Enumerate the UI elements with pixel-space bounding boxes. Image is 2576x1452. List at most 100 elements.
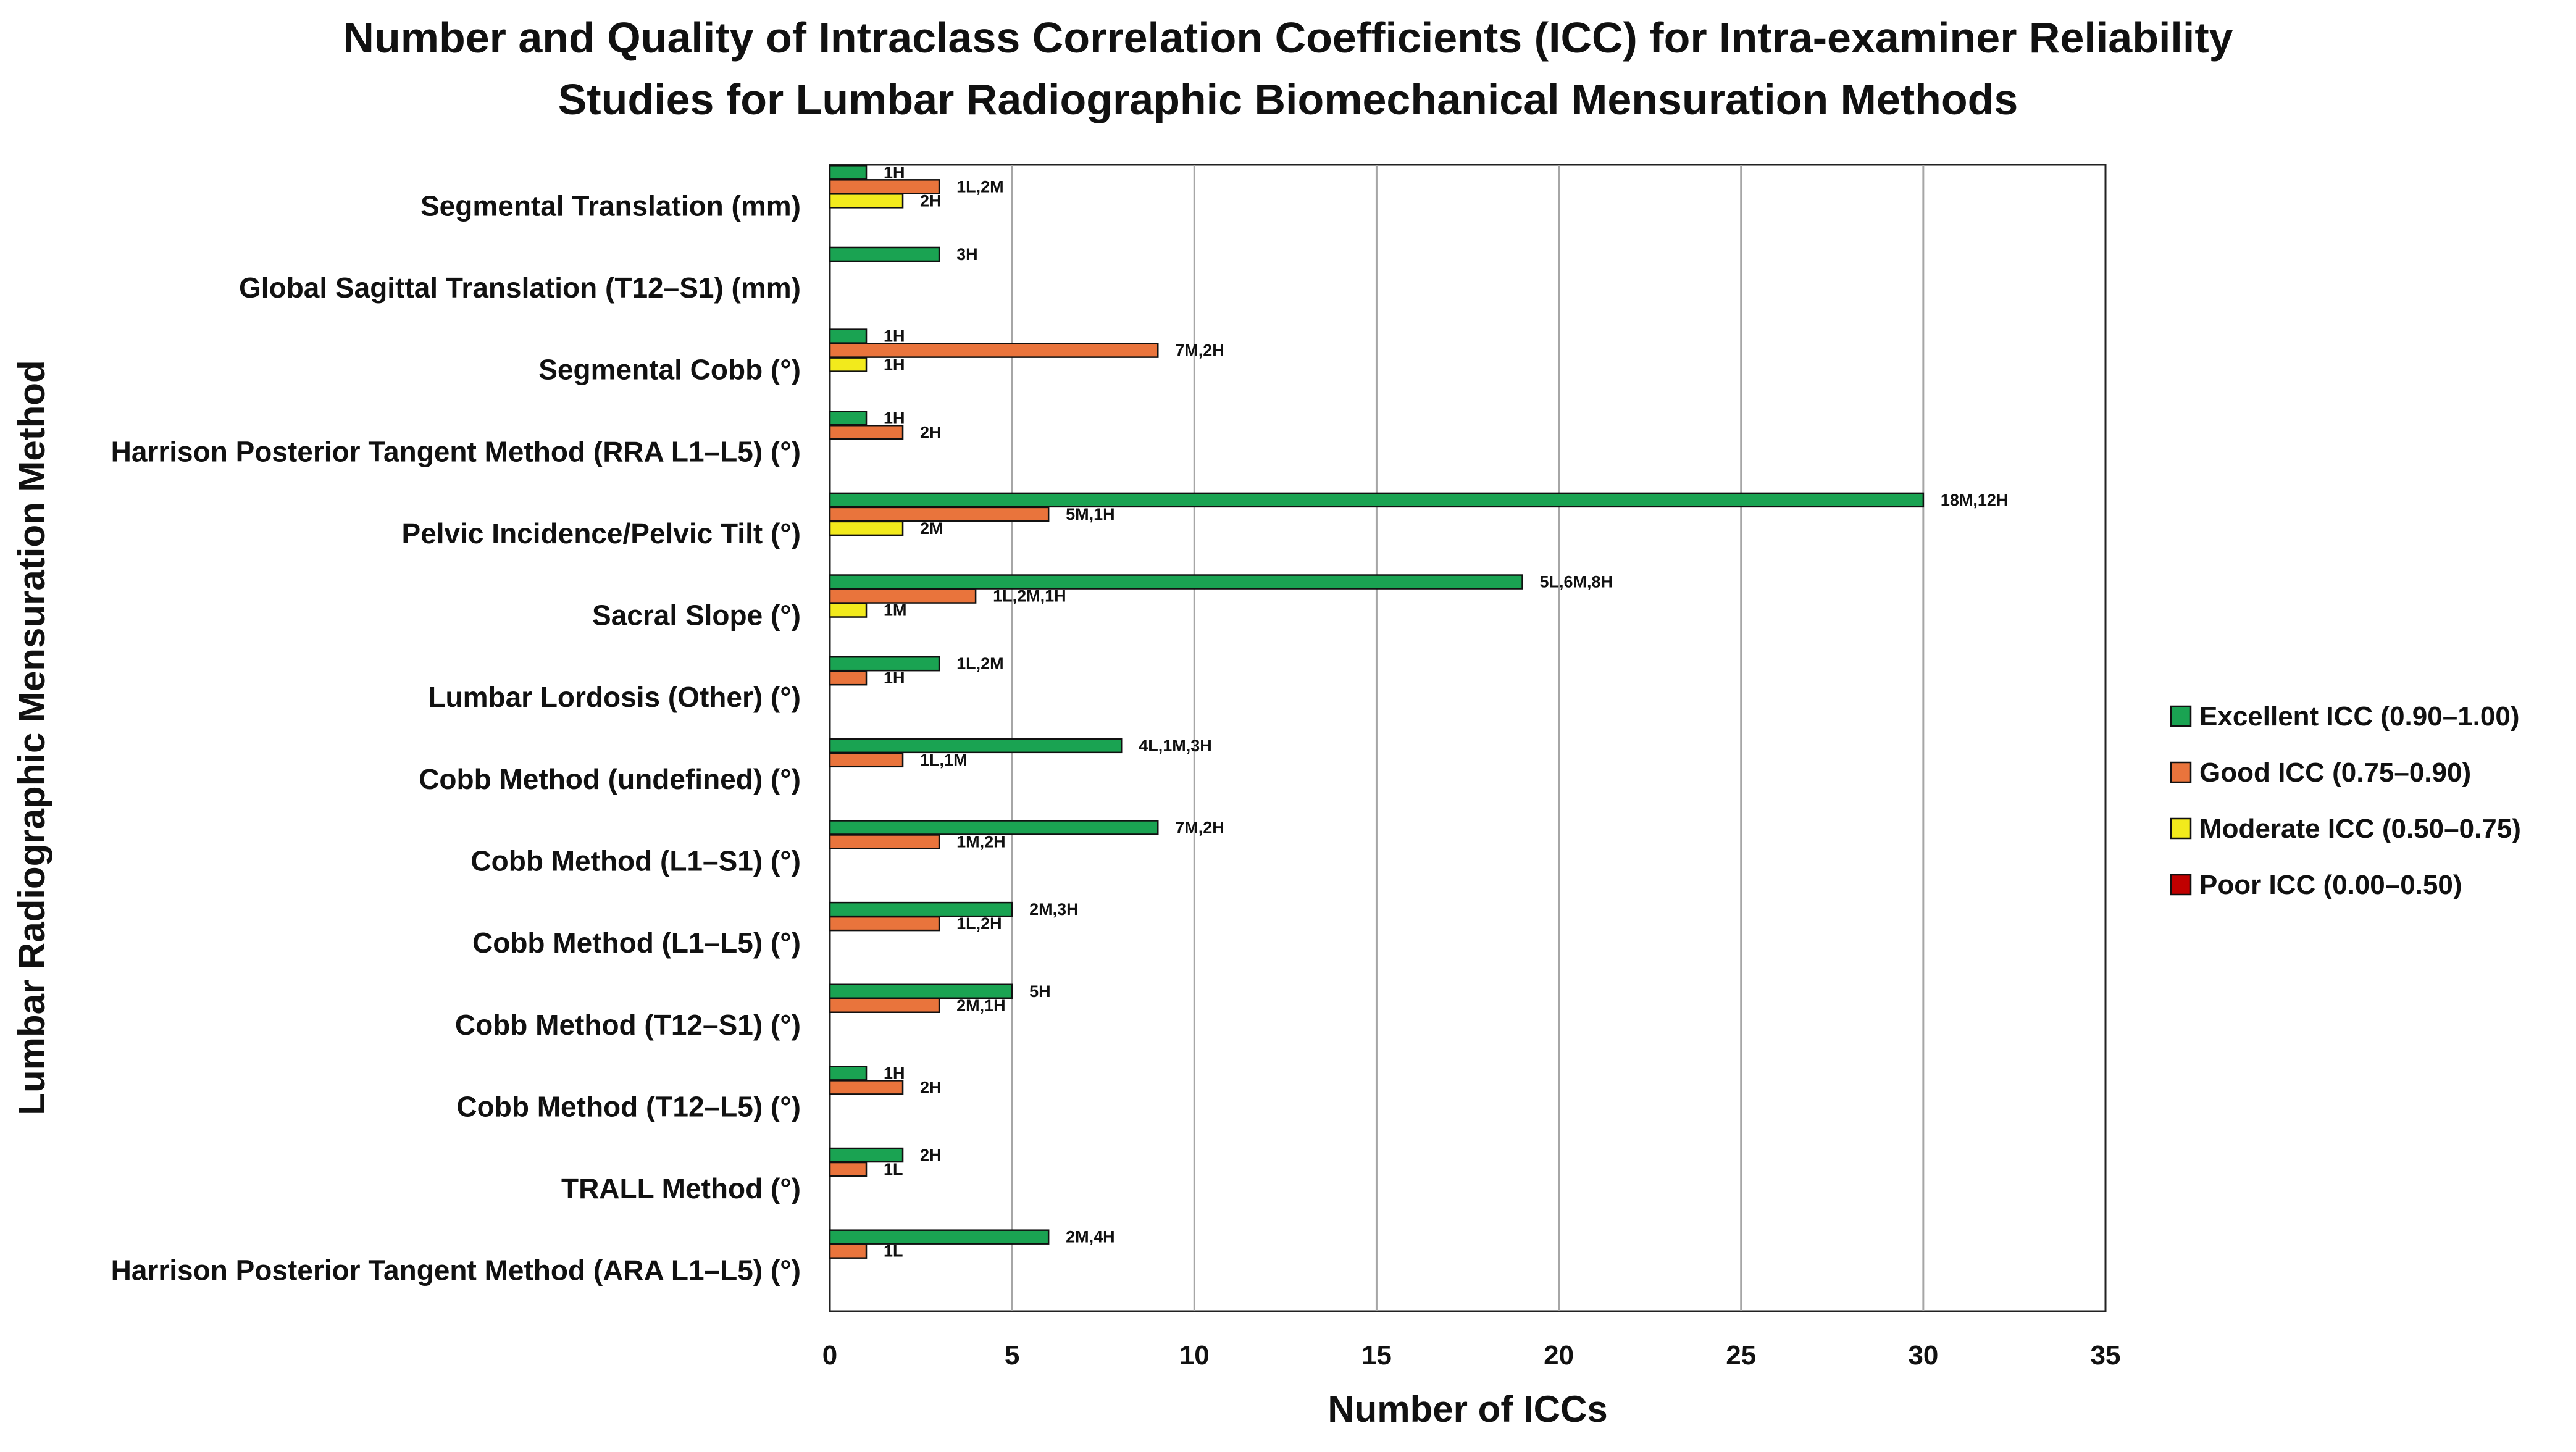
bar-moderate-icc bbox=[829, 357, 868, 372]
data-label: 2M bbox=[920, 519, 943, 538]
category-label: Segmental Cobb (°) bbox=[538, 354, 801, 386]
legend-swatch-moderate bbox=[2170, 817, 2192, 840]
data-label: 1M bbox=[884, 601, 907, 620]
bar-excellent-icc bbox=[829, 492, 1925, 508]
x-tick-label-15: 15 bbox=[1361, 1340, 1392, 1371]
bar-excellent-icc bbox=[829, 165, 868, 180]
category-label: Cobb Method (L1–L5) (°) bbox=[472, 927, 801, 959]
legend-swatch-excellent bbox=[2170, 705, 2192, 727]
bar-good-icc bbox=[829, 916, 940, 932]
data-label: 1H bbox=[884, 409, 905, 427]
bar-good-icc bbox=[829, 588, 977, 604]
bar-good-icc bbox=[829, 670, 868, 686]
bar-excellent-icc bbox=[829, 820, 1159, 835]
legend-swatch-poor bbox=[2170, 874, 2192, 896]
data-labels: 1H 1L,2M 2H 3H 1H 7M,2H 1H 1H 2H 18M,12H 5M,1H 2M 5L… bbox=[884, 163, 2008, 1260]
data-label: 5L,6M,8H bbox=[1540, 573, 1613, 591]
bar-excellent-icc bbox=[829, 656, 940, 672]
data-label: 2M,1H bbox=[956, 996, 1006, 1015]
data-label: 1M,2H bbox=[956, 832, 1006, 851]
data-label: 2H bbox=[920, 191, 942, 210]
data-label: 1H bbox=[884, 1064, 905, 1082]
gridlines bbox=[1011, 165, 1925, 1311]
x-tick-label-25: 25 bbox=[1726, 1340, 1756, 1371]
data-label: 1L,2M bbox=[956, 177, 1004, 196]
data-label: 2M,4H bbox=[1066, 1228, 1115, 1246]
data-label: 4L,1M,3H bbox=[1139, 736, 1212, 755]
legend-entry-label: Excellent ICC (0.90–1.00) bbox=[2199, 701, 2519, 732]
bar-excellent-icc bbox=[829, 1066, 868, 1081]
data-label: 5H bbox=[1029, 982, 1051, 1001]
x-tick-label-35: 35 bbox=[2091, 1340, 2121, 1371]
category-label: Harrison Posterior Tangent Method (RRA L… bbox=[111, 435, 801, 467]
bar-good-icc bbox=[829, 425, 904, 440]
category-label: Sacral Slope (°) bbox=[592, 599, 801, 632]
bar-good-icc bbox=[829, 752, 904, 768]
data-label: 1L,2M,1H bbox=[993, 587, 1066, 606]
bar-moderate-icc bbox=[829, 193, 904, 209]
bar-good-icc bbox=[829, 506, 1050, 522]
data-label: 5M,1H bbox=[1066, 505, 1115, 524]
category-label: TRALL Method (°) bbox=[561, 1172, 801, 1204]
bars bbox=[829, 165, 1925, 1259]
data-label: 1H bbox=[884, 327, 905, 346]
legend-entry-label: Good ICC (0.75–0.90) bbox=[2199, 757, 2471, 788]
data-label: 2H bbox=[920, 1146, 942, 1164]
category-label: Cobb Method (T12–L5) (°) bbox=[456, 1090, 801, 1122]
data-label: 18M,12H bbox=[1941, 491, 2009, 509]
bar-moderate-icc bbox=[829, 603, 868, 618]
x-tick-label-20: 20 bbox=[1544, 1340, 1574, 1371]
x-tick-label-5: 5 bbox=[1005, 1340, 1019, 1371]
bar-excellent-icc bbox=[829, 738, 1123, 754]
bar-excellent-icc bbox=[829, 246, 940, 262]
data-label: 1L,2H bbox=[956, 914, 1002, 933]
data-label: 7M,2H bbox=[1175, 818, 1224, 837]
data-label: 1L,1M bbox=[920, 751, 968, 769]
category-label: Segmental Translation (mm) bbox=[420, 190, 801, 222]
data-label: 1L,2M bbox=[956, 654, 1004, 673]
bar-excellent-icc bbox=[829, 328, 868, 344]
chart-title-line-2: Studies for Lumbar Radiographic Biomecha… bbox=[558, 75, 2018, 123]
category-label: Cobb Method (undefined) (°) bbox=[419, 763, 801, 795]
x-tick-labels: 0 5 10 15 20 25 30 35 bbox=[822, 1340, 2121, 1371]
bar-good-icc bbox=[829, 1161, 868, 1177]
category-label: Pelvic Incidence/Pelvic Tilt (°) bbox=[402, 517, 801, 549]
bar-good-icc bbox=[829, 343, 1159, 358]
category-label: Lumbar Lordosis (Other) (°) bbox=[428, 681, 801, 713]
bar-moderate-icc bbox=[829, 520, 904, 536]
legend-entry-label: Moderate ICC (0.50–0.75) bbox=[2199, 814, 2521, 844]
legend-entry-label: Poor ICC (0.00–0.50) bbox=[2199, 870, 2462, 900]
legend-swatch-good bbox=[2170, 761, 2192, 783]
data-label: 1L bbox=[884, 1160, 903, 1179]
category-label: Cobb Method (T12–S1) (°) bbox=[455, 1009, 801, 1041]
legend: Excellent ICC (0.90–1.00) Good ICC (0.75–… bbox=[2170, 701, 2521, 900]
data-label: 1H bbox=[884, 356, 905, 374]
data-label: 2M,3H bbox=[1029, 900, 1079, 919]
bar-good-icc bbox=[829, 998, 940, 1013]
data-label: 2H bbox=[920, 423, 942, 441]
y-axis-title: Lumbar Radiographic Mensuration Method bbox=[11, 360, 52, 1115]
data-label: 1L bbox=[884, 1242, 903, 1261]
category-label: Cobb Method (L1–S1) (°) bbox=[470, 845, 801, 877]
plot-area-frame bbox=[829, 164, 2107, 1312]
x-axis-title: Number of ICCs bbox=[1328, 1388, 1607, 1430]
bar-good-icc bbox=[829, 1080, 904, 1095]
category-label: Harrison Posterior Tangent Method (ARA L… bbox=[111, 1254, 801, 1287]
x-tick-label-30: 30 bbox=[1908, 1340, 1938, 1371]
data-label: 3H bbox=[956, 245, 978, 264]
bar-excellent-icc bbox=[829, 1229, 1050, 1245]
bar-excellent-icc bbox=[829, 411, 868, 426]
data-label: 7M,2H bbox=[1175, 341, 1224, 360]
bar-excellent-icc bbox=[829, 574, 1523, 590]
bar-good-icc bbox=[829, 1243, 868, 1259]
data-label: 1H bbox=[884, 669, 905, 687]
data-label: 1H bbox=[884, 163, 905, 182]
chart-title-line-1: Number and Quality of Intraclass Correla… bbox=[343, 14, 2233, 62]
x-tick-label-10: 10 bbox=[1179, 1340, 1210, 1371]
category-labels: Segmental Translation (mm) Global Sagitta… bbox=[111, 190, 801, 1286]
data-label: 2H bbox=[920, 1078, 942, 1096]
x-tick-label-0: 0 bbox=[822, 1340, 837, 1371]
category-label: Global Sagittal Translation (T12–S1) (mm… bbox=[239, 272, 801, 304]
bar-good-icc bbox=[829, 834, 940, 849]
